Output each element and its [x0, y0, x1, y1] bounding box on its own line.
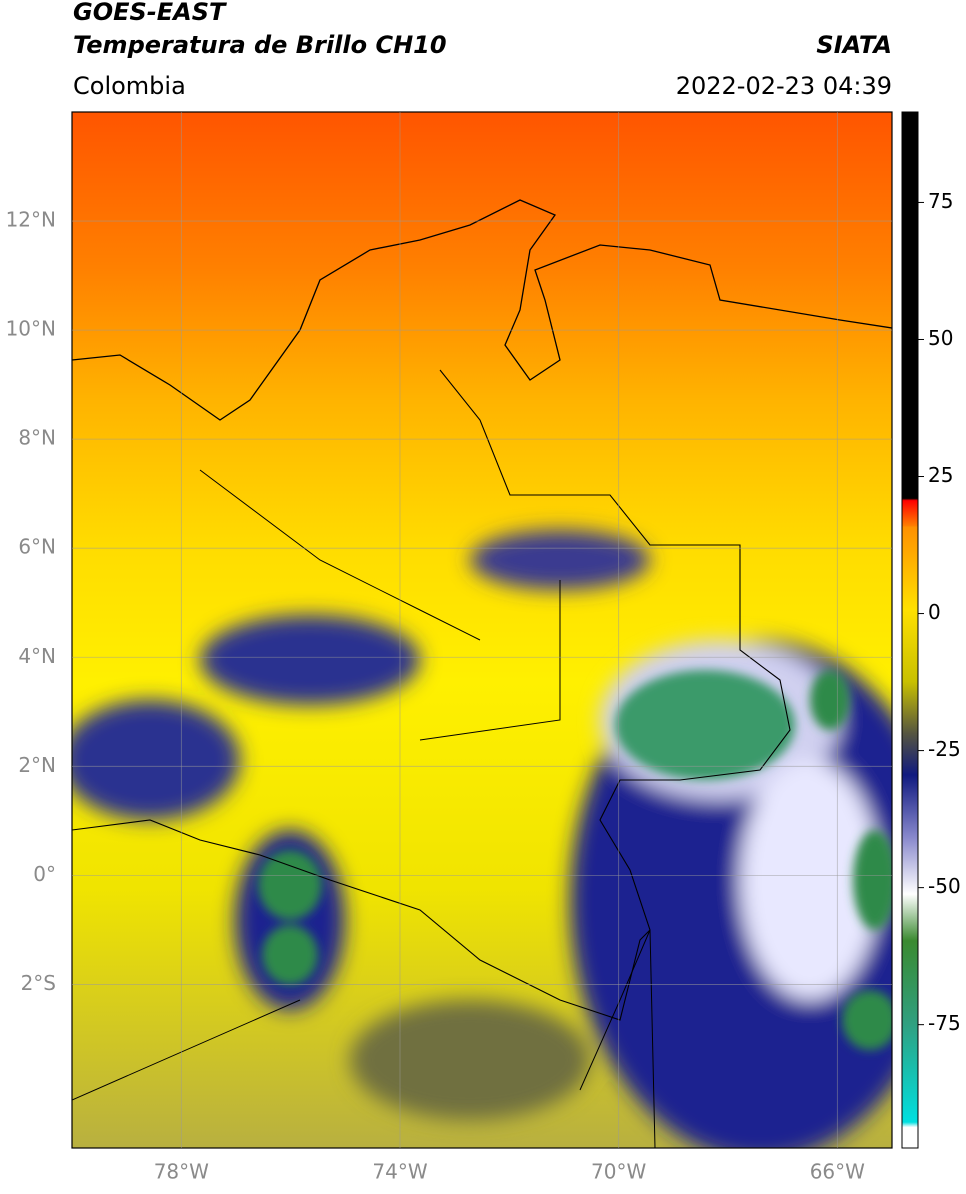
- lat-label: 0°: [33, 862, 56, 886]
- colorbar-label: -50: [928, 874, 961, 898]
- subtitle: Temperatura de Brillo CH10: [73, 31, 447, 59]
- colorbar-label: -75: [928, 1011, 961, 1035]
- colorbar-label: 50: [928, 326, 953, 350]
- lat-label: 10°N: [6, 317, 56, 341]
- lat-label: 2°S: [21, 971, 56, 995]
- colorbar-label: 0: [928, 600, 941, 624]
- lat-label: 8°N: [18, 426, 56, 450]
- region: Colombia: [73, 72, 186, 100]
- colorbar-label: 75: [928, 189, 953, 213]
- lon-label: 66°W: [810, 1160, 865, 1184]
- lat-label: 2°N: [18, 753, 56, 777]
- satellite-image: [72, 112, 892, 1148]
- colorbar: [901, 111, 919, 1149]
- title: GOES-EAST: [73, 0, 227, 26]
- map-frame: [71, 111, 893, 1149]
- colorbar-label: -25: [928, 737, 961, 761]
- colorbar-label: 25: [928, 463, 953, 487]
- lat-label: 4°N: [18, 644, 56, 668]
- lon-label: 78°W: [154, 1160, 209, 1184]
- source: SIATA: [816, 31, 892, 59]
- lat-label: 6°N: [18, 535, 56, 559]
- lon-label: 74°W: [372, 1160, 427, 1184]
- lat-label: 12°N: [6, 208, 56, 232]
- datetime: 2022-02-23 04:39: [676, 72, 892, 100]
- lon-label: 70°W: [591, 1160, 646, 1184]
